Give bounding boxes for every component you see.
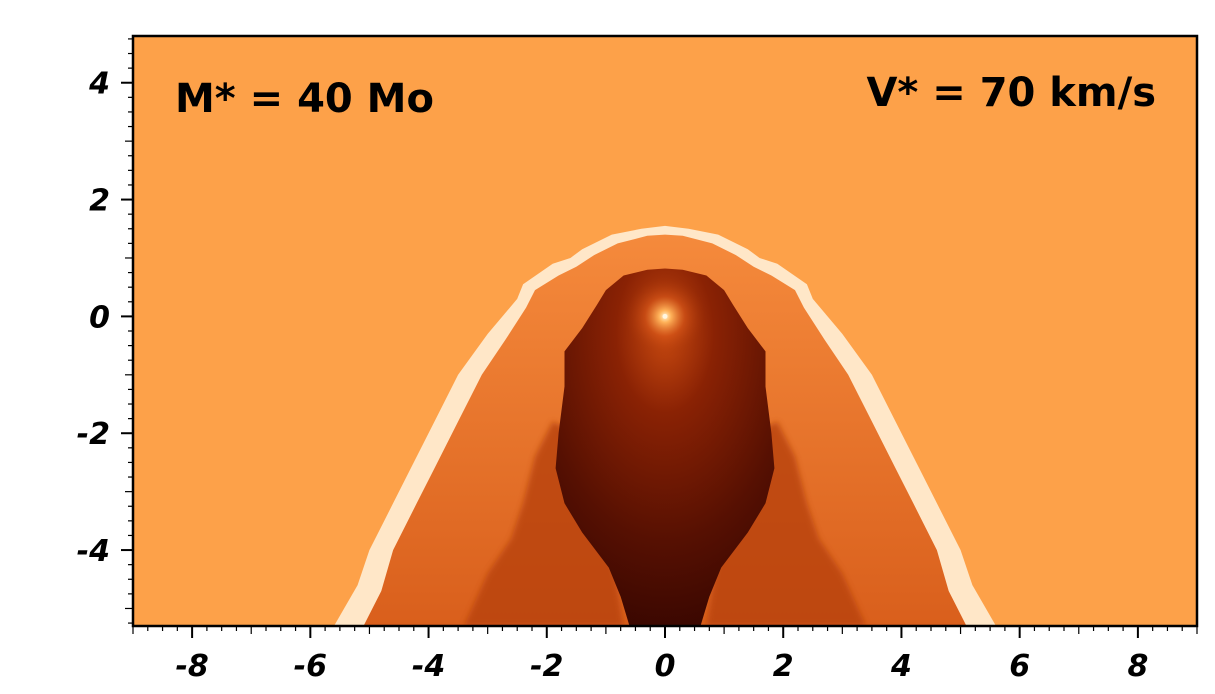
y-axis-tick-labels: 4 2 0 -2 -4 [77,67,110,569]
x-tick-label: 0 [655,649,676,684]
x-tick-label: 4 [890,649,912,684]
x-tick-label: 8 [1127,649,1148,684]
x-tick-label: 2 [773,649,794,684]
axis-ticks [121,38,1198,638]
x-tick-label: -6 [294,649,327,684]
x-tick-label: -4 [412,649,445,684]
x-tick-label: -8 [175,649,208,684]
y-tick-label: -2 [77,417,110,452]
y-tick-label: 2 [89,184,110,219]
x-axis-tick-labels: -8 -6 -4 -2 0 2 4 6 8 [175,649,1148,684]
x-tick-label: 6 [1009,649,1030,684]
inner-wind-cavity [555,268,775,626]
y-tick-label: 4 [88,67,110,102]
velocity-annotation: V* = 70 km/s [866,70,1156,116]
density-image [133,36,1197,626]
mass-annotation: M* = 40 Mo [175,76,434,122]
y-tick-label: -4 [77,534,110,569]
x-tick-label: -2 [530,649,563,684]
star-marker [662,313,668,319]
y-tick-label: 0 [89,300,110,335]
